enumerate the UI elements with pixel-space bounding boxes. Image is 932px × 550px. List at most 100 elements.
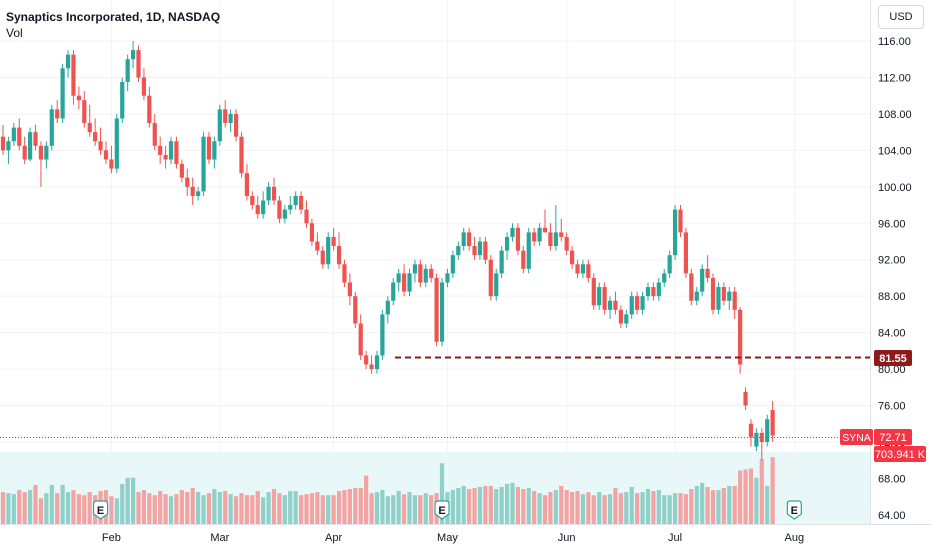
candle: [396, 268, 401, 292]
volume-bar: [201, 495, 206, 524]
volume-bar: [174, 494, 179, 524]
volume-bar: [727, 485, 732, 524]
y-tick-label: 116.00: [878, 36, 911, 48]
candle: [28, 127, 33, 162]
volume-bar: [55, 493, 60, 524]
symbol-label: SYNA: [842, 432, 871, 444]
volume-bar: [494, 489, 499, 524]
candle: [38, 141, 44, 187]
candle: [320, 246, 325, 269]
candle: [635, 291, 640, 315]
volume-bar: [559, 485, 564, 524]
x-tick-label: Jul: [668, 532, 682, 544]
volume-legend-label: Vol: [6, 26, 23, 40]
candle: [499, 246, 504, 278]
volume-bar: [33, 484, 38, 524]
candle: [331, 227, 336, 251]
candle: [537, 223, 542, 247]
volume-bar: [591, 495, 596, 524]
last-price-value: 72.71: [879, 432, 907, 444]
volume-bar: [315, 492, 320, 524]
volume-bar: [597, 492, 602, 524]
volume-bar: [44, 493, 49, 524]
candle: [33, 124, 38, 151]
candle: [586, 259, 591, 283]
volume-bar: [759, 459, 764, 524]
candle: [553, 205, 558, 251]
candle: [477, 236, 483, 260]
volume-bar: [206, 493, 212, 524]
volume-bar: [483, 485, 488, 524]
candle: [0, 124, 6, 155]
volume-bar: [510, 482, 515, 524]
volume-bar: [721, 488, 726, 524]
candle: [401, 264, 407, 297]
earnings-marker[interactable]: E: [92, 500, 109, 520]
candle: [548, 223, 553, 251]
candle: [141, 68, 147, 101]
volume-bar: [477, 486, 483, 524]
currency-button[interactable]: USD: [878, 5, 924, 29]
volume-bar: [635, 493, 640, 524]
candle: [233, 109, 239, 142]
price-level-label[interactable]: 81.55: [874, 350, 912, 366]
candle: [423, 264, 428, 288]
candle: [450, 250, 455, 278]
candle: [570, 246, 575, 269]
candle: [732, 287, 737, 319]
candle: [315, 232, 320, 256]
x-tick-label: Jun: [558, 532, 576, 544]
volume-bar: [261, 497, 266, 524]
candle: [602, 282, 607, 315]
volume-bar: [152, 495, 157, 524]
volume-bar: [250, 495, 255, 524]
volume-bar: [17, 490, 22, 524]
volume-bar: [380, 490, 385, 524]
candle: [456, 241, 461, 260]
x-tick-label: Apr: [325, 532, 342, 544]
volume-bar: [429, 495, 434, 524]
x-axis[interactable]: Feb Mar Apr May Jun Jul Aug: [102, 532, 804, 544]
candle: [700, 264, 705, 297]
candle: [98, 127, 103, 155]
earnings-marker[interactable]: E: [786, 500, 802, 520]
candle: [266, 182, 271, 206]
candle: [575, 259, 580, 278]
volume-bar: [613, 488, 618, 524]
volume-bar: [190, 488, 195, 524]
last-volume-value: 703.941 K: [875, 449, 926, 461]
y-tick-label: 84.00: [878, 328, 906, 340]
volume-bar: [358, 488, 363, 524]
candles: [0, 41, 775, 461]
volume-bar: [439, 463, 445, 524]
x-tick-label: May: [437, 532, 458, 544]
volume-bar: [326, 495, 331, 524]
volume-bar: [645, 489, 651, 524]
candle: [532, 227, 537, 247]
candle: [418, 259, 423, 288]
candle: [580, 259, 586, 278]
candle: [76, 86, 81, 110]
volume-bar: [542, 495, 548, 524]
candle: [196, 186, 201, 201]
candle: [488, 255, 493, 301]
y-tick-label: 88.00: [878, 291, 906, 303]
candle: [629, 291, 634, 319]
candle: [206, 132, 212, 165]
candle: [743, 387, 748, 411]
volume-bar: [38, 498, 44, 524]
volume-bar: [401, 494, 407, 524]
earnings-marker[interactable]: E: [434, 500, 450, 520]
volume-bar: [738, 470, 743, 524]
volume-bar: [141, 490, 147, 524]
candle: [434, 273, 439, 347]
candle: [60, 63, 65, 124]
candle: [369, 355, 374, 374]
candle: [49, 104, 54, 151]
volume-bar: [266, 492, 271, 524]
last-price-badge[interactable]: SYNA 72.71 703.941 K: [840, 429, 926, 462]
candle: [591, 273, 596, 310]
volume-bar: [499, 486, 504, 524]
candle: [120, 77, 125, 124]
